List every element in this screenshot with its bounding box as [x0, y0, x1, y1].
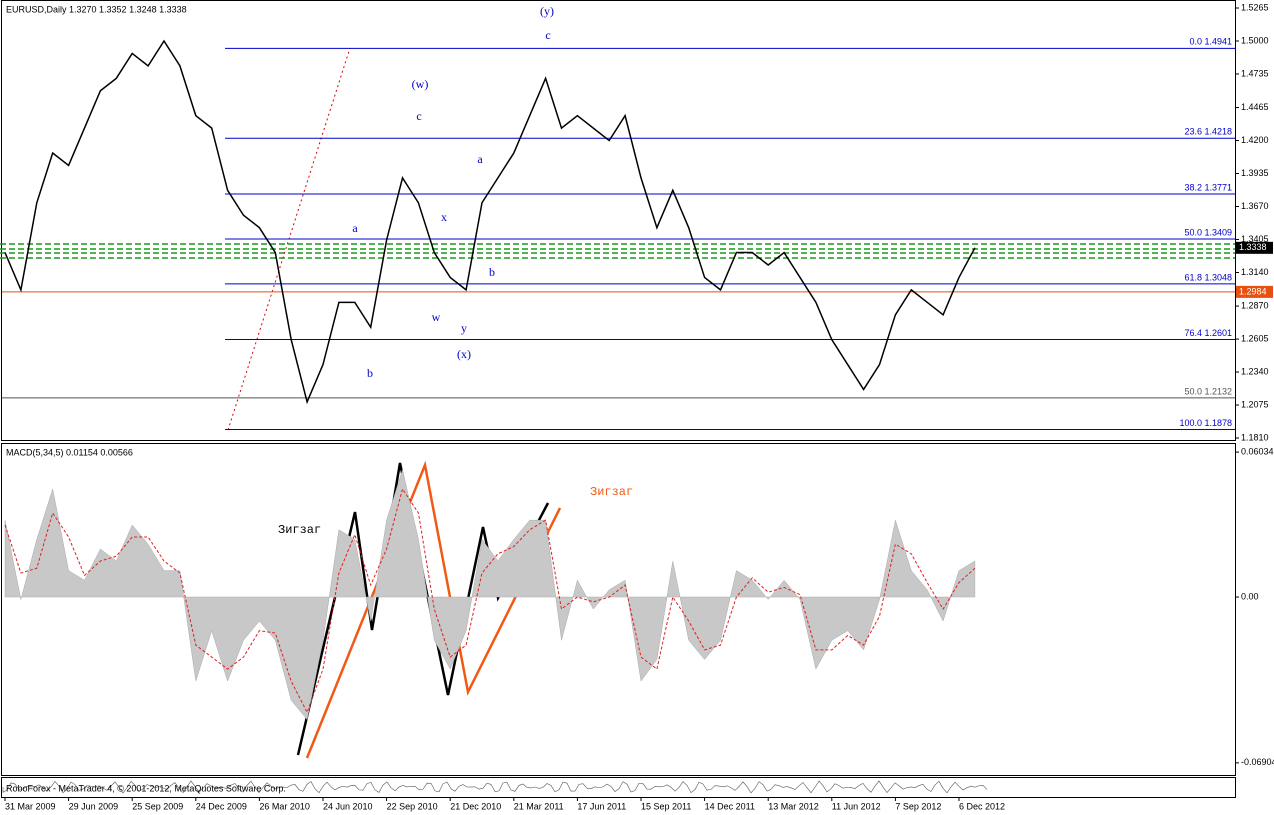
y-tick-label: 0.06034: [1241, 446, 1274, 456]
fib-level-label: 76.4 1.2601: [1184, 328, 1232, 338]
x-tick-label: 7 Sep 2012: [895, 801, 941, 811]
y-tick-label: 0.00: [1241, 591, 1259, 601]
wave-label: b: [489, 265, 495, 279]
y-tick-label: -0.06904: [1241, 757, 1274, 767]
price-box: [1236, 241, 1273, 254]
macd-title: MACD(5,34,5) 0.01154 0.00566: [6, 447, 133, 457]
x-tick-label: 6 Dec 2012: [959, 801, 1005, 811]
y-tick-label: 1.4735: [1241, 68, 1269, 78]
wave-label: w: [432, 310, 441, 324]
signal-line: [4, 487, 976, 714]
x-tick-label: 31 Mar 2009: [5, 801, 56, 811]
x-tick-label: 24 Jun 2010: [323, 801, 373, 811]
zigzag-orange: [305, 460, 562, 759]
x-tick-label: 13 Mar 2012: [768, 801, 819, 811]
macd-panel: [1, 443, 1236, 776]
x-tick-label: 22 Sep 2010: [387, 801, 438, 811]
x-tick-label: 14 Dec 2011: [705, 801, 755, 811]
fib-level-label: 38.2 1.3771: [1184, 182, 1232, 192]
y-tick-label: 1.5000: [1241, 35, 1269, 45]
x-tick-label: 15 Sep 2011: [641, 801, 691, 811]
wave-label: c: [545, 28, 550, 42]
oscillator-wave: [2, 780, 988, 794]
wave-label: (y): [540, 4, 554, 18]
x-tick-label: 21 Dec 2010: [450, 801, 501, 811]
oscillator-line: [2, 780, 988, 794]
fib-level-label: 50.0 1.3409: [1184, 227, 1232, 237]
x-tick-label: 17 Jun 2011: [577, 801, 626, 811]
zigzag-label: Зигзаг: [590, 485, 633, 499]
wave-label: x: [441, 210, 447, 224]
y-tick-label: 1.2340: [1241, 366, 1269, 376]
y-tick-label: 1.3140: [1241, 267, 1269, 277]
fib-level-label: 0.0 1.4941: [1189, 37, 1232, 47]
x-tick-label: 29 Jun 2009: [69, 801, 119, 811]
x-tick-label: 26 Mar 2010: [259, 801, 310, 811]
price-title: EURUSD,Daily 1.3270 1.3352 1.3248 1.3338: [6, 4, 187, 14]
oscillator-panel: [1, 777, 1236, 798]
wave-label: a: [477, 152, 483, 166]
footer: RoboForex - MetaTrader 4, © 2001-2012, M…: [6, 783, 286, 793]
y-tick-label: 1.3670: [1241, 201, 1269, 211]
price-line: [4, 39, 976, 405]
wave-label: b: [367, 366, 373, 380]
wave-label: (w): [412, 77, 429, 91]
x-tick-label: 24 Dec 2009: [196, 801, 247, 811]
zigzag-label: Зигзаг: [278, 523, 321, 537]
y-tick-label: 1.2870: [1241, 300, 1269, 310]
y-tick-label: 1.3405: [1241, 234, 1269, 244]
wave-label: (x): [457, 347, 471, 361]
y-tick-label: 1.4200: [1241, 135, 1269, 145]
green-zone: [0, 243, 1235, 259]
y-tick-label: 1.5265: [1241, 2, 1269, 12]
x-tick-label: 11 Jun 2012: [832, 801, 881, 811]
fib-level-label: 50.0 1.2132: [1184, 386, 1232, 396]
fib-level-label: 100.0 1.1878: [1179, 418, 1232, 428]
price-box-label: 1.3338: [1239, 242, 1267, 252]
x-tick-label: 21 Mar 2011: [514, 801, 564, 811]
fib-level-label: 23.6 1.4218: [1184, 127, 1232, 137]
fib-level-label: 61.8 1.3048: [1184, 272, 1232, 282]
y-tick-label: 1.4465: [1241, 102, 1269, 112]
price-panel: [1, 0, 1236, 441]
price-box-label: 1.2984: [1239, 286, 1267, 296]
wave-label: a: [352, 221, 358, 235]
y-tick-label: 1.1810: [1241, 432, 1269, 442]
x-tick-label: 25 Sep 2009: [132, 801, 183, 811]
y-tick-label: 1.3935: [1241, 168, 1269, 178]
wave-label: c: [416, 109, 421, 123]
y-tick-label: 1.2605: [1241, 333, 1269, 343]
macd-histogram: [4, 468, 976, 721]
y-tick-label: 1.2075: [1241, 399, 1269, 409]
wave-label: y: [461, 321, 467, 335]
price-box: [1236, 285, 1273, 298]
